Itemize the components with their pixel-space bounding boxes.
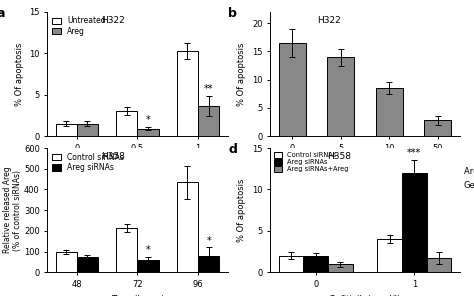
Bar [177,182,198,272]
Text: H322: H322 [101,16,125,25]
Bar [376,88,402,136]
Y-axis label: % Of apoptosis: % Of apoptosis [237,178,246,242]
Legend: Untreated, Areg: Untreated, Areg [51,16,107,37]
Bar [55,252,77,272]
Bar [328,264,353,272]
Text: +: + [385,161,393,170]
Bar [137,260,159,272]
Bar [77,257,98,272]
Bar [424,120,451,136]
Bar [427,258,451,272]
Text: *: * [146,245,150,255]
Bar [402,173,427,272]
Y-axis label: % Of apoptosis: % Of apoptosis [15,42,24,106]
Text: *: * [206,236,211,246]
Y-axis label: Relative released Areg
(% of control siRNAs): Relative released Areg (% of control siR… [3,167,22,253]
Text: +: + [337,161,345,170]
Bar [198,256,219,272]
Bar [279,256,303,272]
Bar [77,124,98,136]
Text: H358: H358 [101,152,126,161]
Text: H322: H322 [318,16,341,25]
Text: +: + [434,161,442,170]
Legend: Control siRNAs, Areg siRNAs, Areg siRNAs+Areg: Control siRNAs, Areg siRNAs, Areg siRNAs… [273,151,349,173]
Text: +: + [288,161,296,170]
Text: H358: H358 [327,152,351,161]
Bar [328,57,354,136]
Bar [116,228,137,272]
Bar [116,111,137,136]
Text: ***: *** [407,148,421,158]
Text: b: b [228,7,237,20]
Text: Gefitinib: Gefitinib [464,181,474,190]
Bar [279,43,306,136]
Bar [377,239,402,272]
Bar [198,106,219,136]
X-axis label: Gefitinib (μmol/l): Gefitinib (μmol/l) [102,158,173,167]
Bar [177,51,198,136]
X-axis label: Gefitinib (μmol/l): Gefitinib (μmol/l) [329,295,401,296]
Text: **: ** [204,84,213,94]
X-axis label: Time (hours): Time (hours) [111,295,164,296]
Bar [303,256,328,272]
Text: d: d [228,143,237,156]
Bar [137,129,159,136]
Bar [55,124,77,136]
Legend: Control siRNAs, Areg siRNAs: Control siRNAs, Areg siRNAs [51,152,125,173]
Text: *: * [146,115,150,125]
Text: Areg (ng/ml): Areg (ng/ml) [464,167,474,176]
Y-axis label: % Of apoptosis: % Of apoptosis [237,42,246,106]
Text: a: a [0,7,6,20]
